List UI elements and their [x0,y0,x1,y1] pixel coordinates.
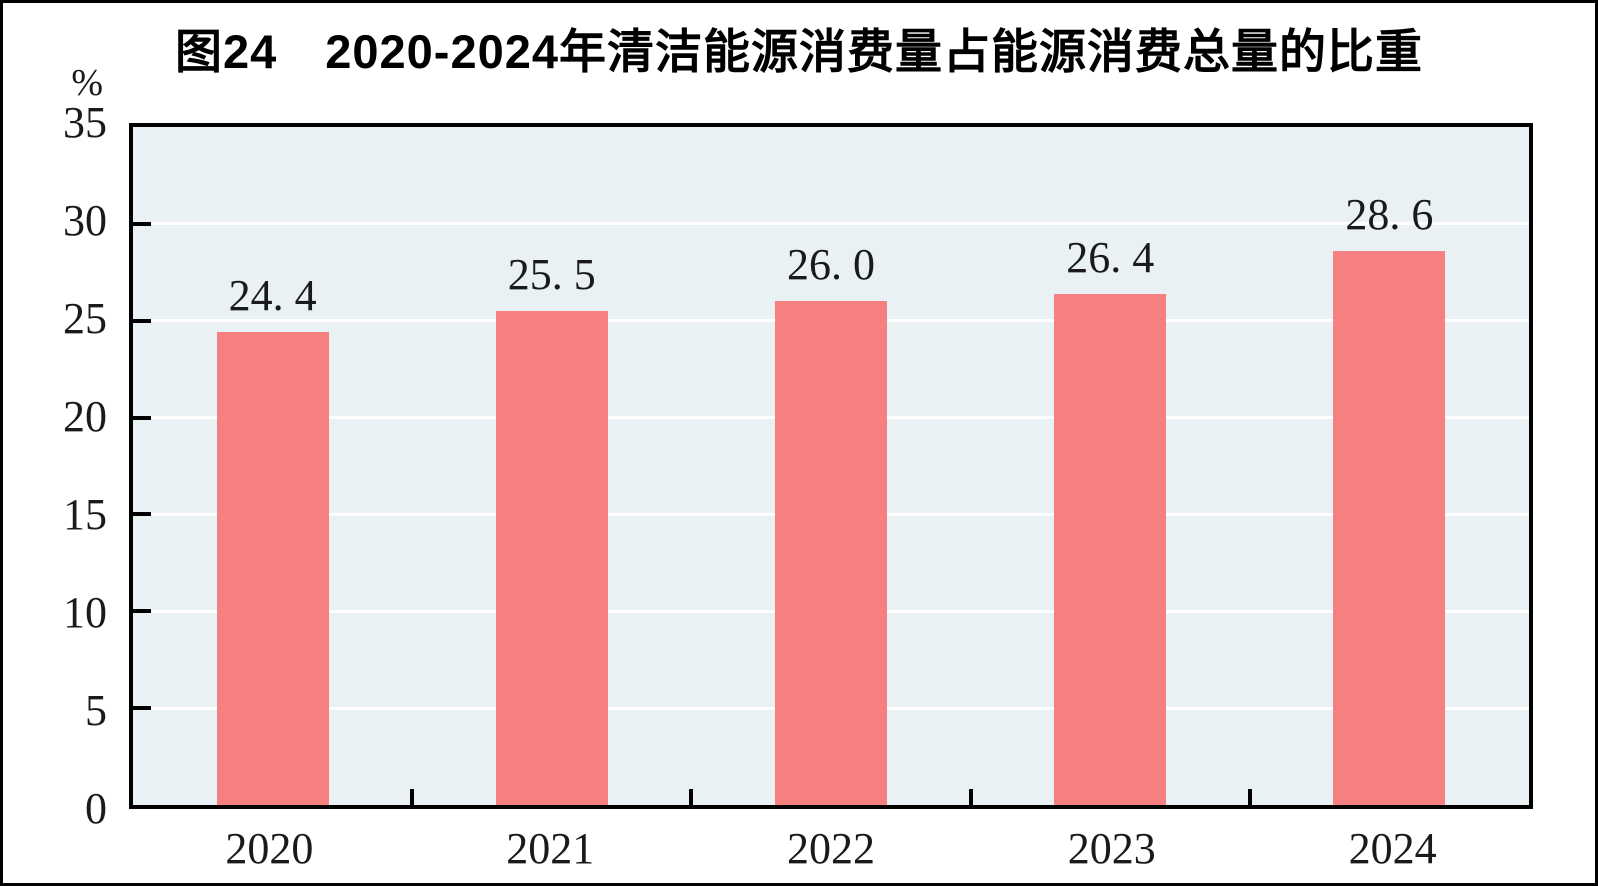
x-tick-label-2024: 2024 [1348,824,1437,873]
x-tick-label-2022: 2022 [787,824,875,873]
y-tick-mark-10 [133,609,151,614]
bar-2024 [1333,250,1446,805]
y-axis: 0 5 10 15 20 25 30 35 [3,101,107,831]
x-tick-mark-4 [1247,789,1252,805]
y-tick-mark-30 [133,221,151,226]
y-tick-mark-25 [133,318,151,323]
bar-2023 [1054,293,1167,805]
bar-2022 [775,301,887,805]
y-tick-label-10: 10 [63,588,107,637]
bar-value-label-2020: 24. 4 [228,271,317,321]
y-tick-label-35: 35 [63,98,107,147]
y-tick-mark-15 [133,512,151,517]
bar-value-label-2022: 26. 0 [787,240,875,290]
bar-2020 [216,332,329,805]
x-axis: 2020 2021 2022 2023 2024 [129,827,1533,877]
chart-title: 图24 2020-2024年清洁能源消费量占能源消费总量的比重 [174,25,1424,78]
bar-value-label-2024: 28. 6 [1345,189,1434,239]
bar-value-label-2023: 26. 4 [1066,232,1155,282]
x-tick-label-2021: 2021 [506,824,595,873]
x-tick-mark-2 [689,789,694,805]
bar-value-label-2021: 25. 5 [507,250,596,300]
y-tick-label-25: 25 [63,294,107,343]
bar-2021 [495,311,608,805]
y-tick-label-5: 5 [85,686,107,735]
x-tick-mark-3 [968,789,973,805]
y-tick-label-0: 0 [85,784,107,833]
x-tick-mark-1 [410,789,415,805]
y-tick-label-20: 20 [63,392,107,441]
plot-area: 24. 4 25. 5 26. 0 26. 4 28. 6 [129,123,1533,809]
gridline-30 [133,222,1529,226]
x-tick-label-2020: 2020 [225,824,314,873]
y-tick-label-15: 15 [63,490,107,539]
y-tick-label-30: 30 [63,196,107,245]
y-tick-mark-5 [133,706,151,711]
plot-panel: 24. 4 25. 5 26. 0 26. 4 28. 6 [133,127,1529,805]
y-axis-unit-label: % [71,62,103,104]
y-tick-mark-20 [133,415,151,420]
x-tick-label-2023: 2023 [1067,824,1156,873]
